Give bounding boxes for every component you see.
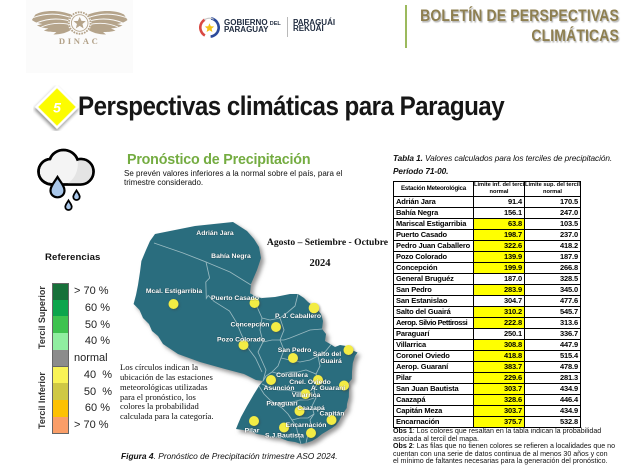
svg-text:P. J. Caballero: P. J. Caballero [275,313,321,320]
svg-text:5: 5 [53,100,61,116]
svg-text:Paraguarí: Paraguarí [266,401,298,408]
svg-text:Pilar: Pilar [245,428,260,435]
svg-text:Bahía Negra: Bahía Negra [211,253,251,260]
svg-text:Villarrica: Villarrica [292,392,321,399]
svg-text:DINAC: DINAC [59,36,101,46]
svg-text:Cnel. Oviedo: Cnel. Oviedo [289,379,331,386]
svg-text:Salto del: Salto del [313,351,341,358]
svg-text:Encarnación: Encarnación [286,422,327,429]
svg-text:Guairá: Guairá [320,358,342,365]
svg-text:Mcal. Estigarribia: Mcal. Estigarribia [146,288,203,295]
svg-text:Puerto Casado: Puerto Casado [211,295,259,302]
svg-text:Asunción: Asunción [264,385,295,392]
svg-text:Capitán: Capitán [320,411,345,418]
svg-text:Caazapá: Caazapá [297,405,325,412]
svg-text:Pozo Colorado: Pozo Colorado [217,337,265,344]
svg-text:S.J.Bautista: S.J.Bautista [265,433,304,440]
svg-text:A. Guaraní: A. Guaraní [311,385,346,392]
svg-text:Concepción: Concepción [231,322,270,329]
svg-text:San Pedro: San Pedro [278,347,312,354]
svg-text:Cordillera: Cordillera [276,372,308,379]
svg-text:Adrián Jara: Adrián Jara [196,230,234,237]
